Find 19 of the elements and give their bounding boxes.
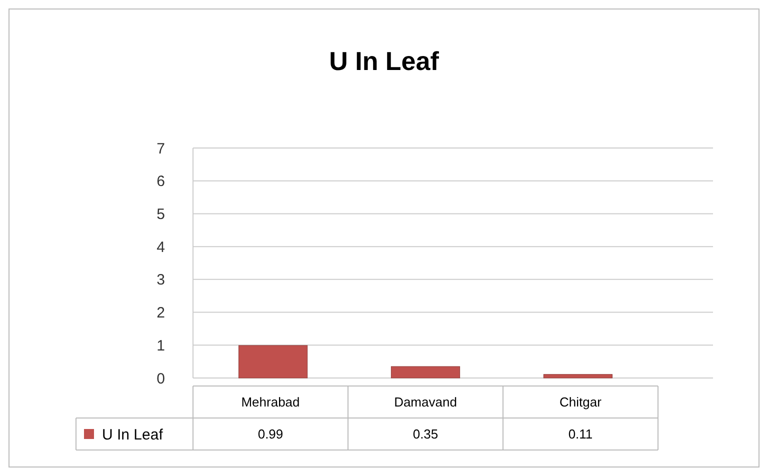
x-tick-label: Mehrabad [241,394,300,410]
bar [390,366,460,378]
y-tick-label: 6 [156,173,165,190]
y-tick-label: 1 [156,337,165,354]
x-tick-label: Chitgar [560,394,602,410]
y-tick-label: 7 [156,140,165,158]
data-label: 0.35 [412,426,438,442]
y-tick-label: 4 [156,238,165,256]
legend-label: U In Leaf [102,426,164,444]
y-tick-label: 5 [156,206,165,223]
chart-title: U In Leaf [329,46,440,76]
bar [543,374,613,378]
y-tick-label: 0 [156,370,165,388]
y-tick-label: 3 [156,272,165,289]
y-tick-label: 2 [156,304,165,322]
bar [238,345,308,378]
data-label: 0.11 [568,426,593,442]
data-label: 0.99 [258,426,284,442]
x-tick-label: Damavand [394,394,457,410]
